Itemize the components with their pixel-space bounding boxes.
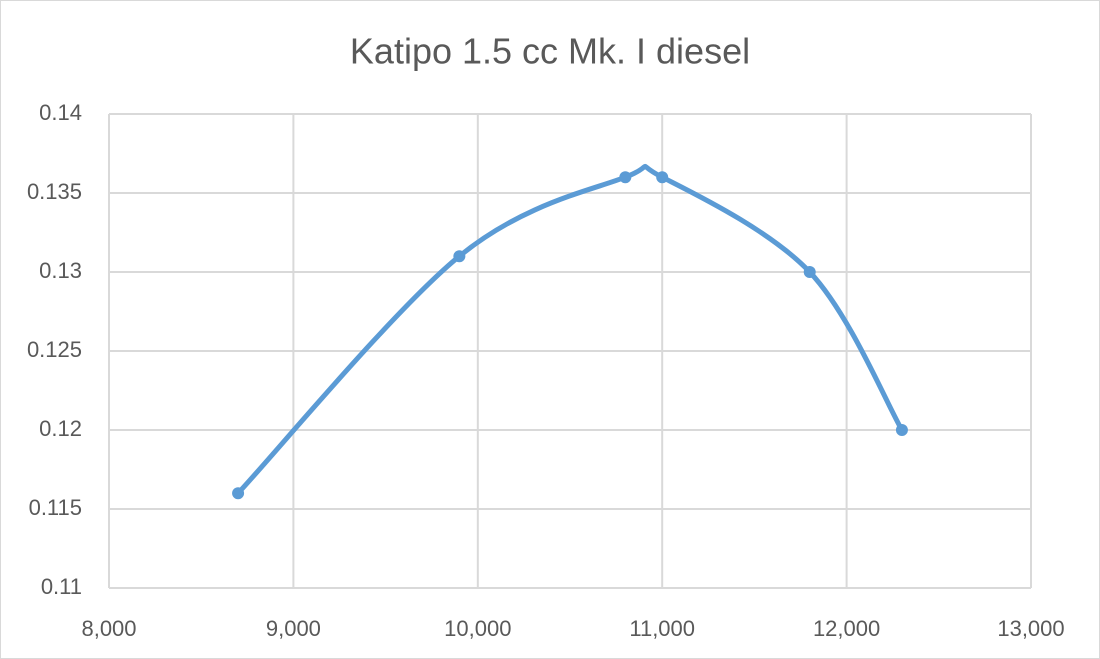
y-tick-label: 0.135 — [27, 179, 82, 204]
x-tick-label: 9,000 — [266, 616, 321, 641]
x-tick-label: 12,000 — [813, 616, 880, 641]
x-tick-label: 11,000 — [629, 616, 695, 641]
series-line — [236, 163, 905, 495]
data-point — [656, 171, 669, 184]
x-tick-label: 13,000 — [997, 616, 1064, 641]
y-tick-label: 0.13 — [39, 258, 82, 283]
y-tick-label: 0.115 — [29, 495, 82, 520]
y-tick-label: 0.12 — [39, 416, 82, 441]
x-tick-label: 8,000 — [81, 616, 136, 641]
y-tick-label: 0.125 — [27, 337, 82, 362]
data-point — [895, 424, 908, 436]
data-point — [232, 487, 245, 500]
y-tick-label: 0.14 — [39, 100, 82, 125]
data-point — [619, 171, 632, 184]
y-tick-label: 0.11 — [41, 574, 82, 599]
data-point — [453, 250, 466, 263]
chart-title: Katipo 1.5 cc Mk. I diesel — [350, 31, 750, 72]
data-point — [803, 266, 816, 278]
x-tick-label: 10,000 — [444, 616, 511, 641]
